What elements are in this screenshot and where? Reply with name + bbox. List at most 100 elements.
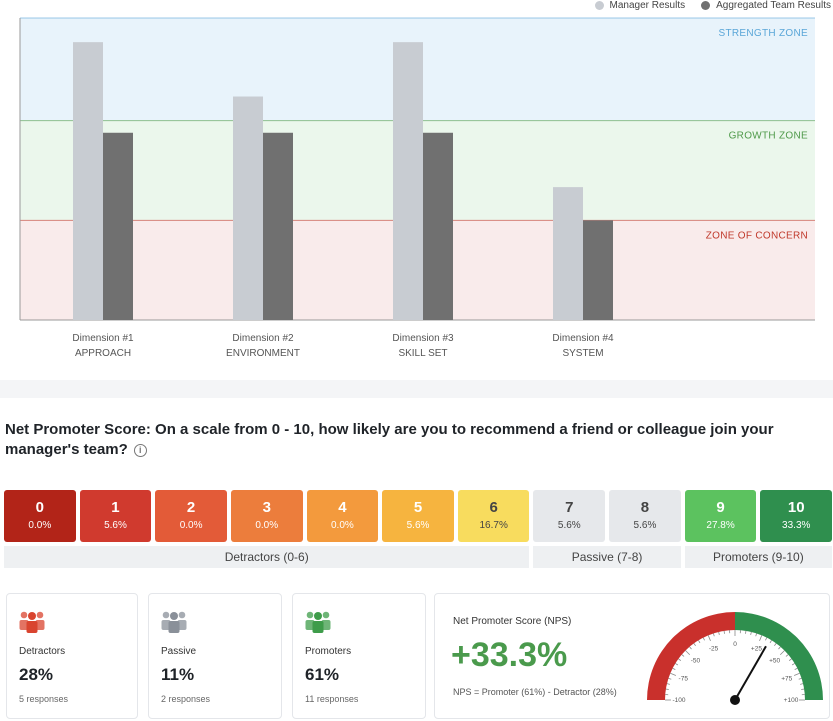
category-label-3-2: SKILL SET (398, 348, 447, 359)
score-number: 8 (640, 499, 650, 516)
score-percent: 0.0% (179, 520, 203, 531)
score-number: 1 (111, 499, 120, 516)
score-box-1: 1 5.6% (79, 490, 152, 542)
score-percent: 33.3% (782, 520, 811, 531)
gauge-tick (712, 633, 715, 637)
bar-team-3 (423, 132, 453, 320)
group-label-detractors: Detractors (0-6) (4, 546, 530, 568)
nps-score-row: 0 0.0% 1 5.6% 2 0.0% 3 0.0% 4 0.0% 5 5.6% 6 16.7% 7 5.6… (4, 490, 833, 542)
promoters-card: Promoters 61% 11 responses (292, 593, 426, 719)
nps-summary-value: +33.3% (451, 636, 568, 674)
promoters-responses: 11 responses (305, 694, 359, 704)
score-number: 0 (35, 499, 44, 516)
gauge-tick (759, 635, 763, 642)
gauge-tick (791, 663, 795, 666)
gauge-tick (666, 683, 670, 685)
promoters-title: Promoters (305, 646, 352, 657)
info-icon[interactable]: i (133, 443, 147, 457)
bar-team-4 (583, 220, 613, 320)
gauge-tick (685, 650, 691, 656)
gauge-tick-label: +100 (784, 697, 799, 704)
score-box-2: 2 0.0% (155, 490, 227, 542)
promoters-value: 61% (305, 665, 340, 684)
passive-title: Passive (161, 646, 197, 657)
score-box-9: 9 27.8% (684, 490, 757, 542)
bar-team-2 (263, 132, 293, 320)
gauge-tick (769, 640, 772, 644)
gauge-tick (678, 658, 682, 661)
detractors-title: Detractors (19, 646, 66, 657)
zone-label-concern: ZONE OF CONCERN (706, 230, 808, 241)
passive-card: Passive 11% 2 responses (148, 593, 282, 719)
bar-manager-3 (393, 42, 423, 320)
gauge-hub (730, 695, 740, 705)
gauge-tick (672, 667, 676, 670)
nps-summary-card: Net Promoter Score (NPS) +33.3% NPS = Pr… (434, 593, 830, 719)
gauge-tick (798, 677, 802, 680)
gauge-tick (794, 667, 798, 670)
legend-dot-team (701, 1, 711, 10)
nps-group-row: Detractors (0-6) Passive (7-8) Promoters (… (4, 546, 832, 568)
nps-summary-formula: NPS = Promoter (61%) - Detractor (28%) (453, 687, 617, 697)
gauge-tick-label: -100 (672, 697, 685, 704)
gauge-tick-label: +25 (751, 645, 762, 652)
gauge-tick (785, 654, 789, 657)
score-percent: 5.6% (557, 520, 581, 531)
gauge-tick (718, 631, 720, 635)
legend-item-manager: Manager Results (594, 0, 686, 11)
bar-manager-2 (233, 96, 263, 321)
gauge-tick (681, 654, 685, 657)
group-label-promoters: Promoters (9-10) (684, 546, 832, 568)
score-box-6: 6 16.7% (457, 490, 530, 542)
score-number: 6 (489, 499, 498, 516)
category-label-3-1: Dimension #3 (392, 333, 454, 344)
section-divider (0, 380, 833, 398)
nps-gauge: -100 -75 -50 -25 0 +25 +50 +75 +100 (647, 612, 823, 705)
gauge-tick (698, 640, 701, 644)
score-number: 2 (186, 499, 196, 516)
people-icon (19, 611, 45, 633)
group-label-passive: Passive (7-8) (533, 546, 681, 568)
score-number: 5 (413, 499, 423, 516)
bar-manager-4 (553, 187, 583, 320)
chart-legend: Manager Results Aggregated Team Results (594, 0, 831, 11)
score-percent: 0.0% (28, 520, 52, 531)
legend-label-manager: Manager Results (609, 0, 686, 11)
score-box-4: 4 0.0% (306, 490, 379, 542)
gauge-tick (774, 643, 777, 647)
score-percent: 0.0% (330, 520, 354, 531)
score-number: 7 (565, 499, 574, 516)
legend-item-team: Aggregated Team Results (701, 0, 831, 11)
passive-responses: 2 responses (161, 694, 211, 704)
score-number: 4 (338, 499, 347, 516)
category-label-4-2: SYSTEM (562, 348, 603, 359)
score-box-5: 5 5.6% (382, 490, 454, 542)
nps-question: Net Promoter Score: On a scale from 0 - … (5, 420, 805, 460)
gauge-tick (793, 672, 800, 676)
people-icon (161, 611, 187, 633)
score-number: 3 (262, 499, 271, 516)
detractors-value: 28% (19, 665, 54, 684)
gauge-tick-label: -25 (709, 645, 719, 652)
gauge-tick (755, 633, 758, 637)
dimension-chart-svg: STRENGTH ZONE GROWTH ZONE ZONE OF CONCERN D… (19, 17, 815, 359)
gauge-tick-label: +75 (781, 676, 792, 683)
score-number: 10 (787, 499, 805, 516)
score-number: 9 (716, 499, 725, 516)
gauge-tick (689, 646, 692, 650)
gauge-negative-arc (647, 612, 735, 700)
gauge-tick (788, 658, 792, 661)
score-percent: 5.6% (104, 520, 127, 531)
score-percent: 16.7% (479, 520, 508, 531)
zone-label-strength: STRENGTH ZONE (719, 28, 808, 39)
score-percent: 5.6% (406, 520, 430, 531)
score-percent: 27.8% (706, 520, 735, 531)
gauge-tick (750, 631, 752, 635)
legend-label-team: Aggregated Team Results (716, 0, 831, 11)
gauge-tick (693, 643, 696, 647)
gauge-positive-arc (735, 612, 823, 700)
nps-summary-title: Net Promoter Score (NPS) (453, 616, 572, 627)
gauge-tick-label: -75 (679, 676, 689, 683)
gauge-tick (800, 683, 804, 685)
gauge-tick-label: +50 (769, 657, 780, 664)
